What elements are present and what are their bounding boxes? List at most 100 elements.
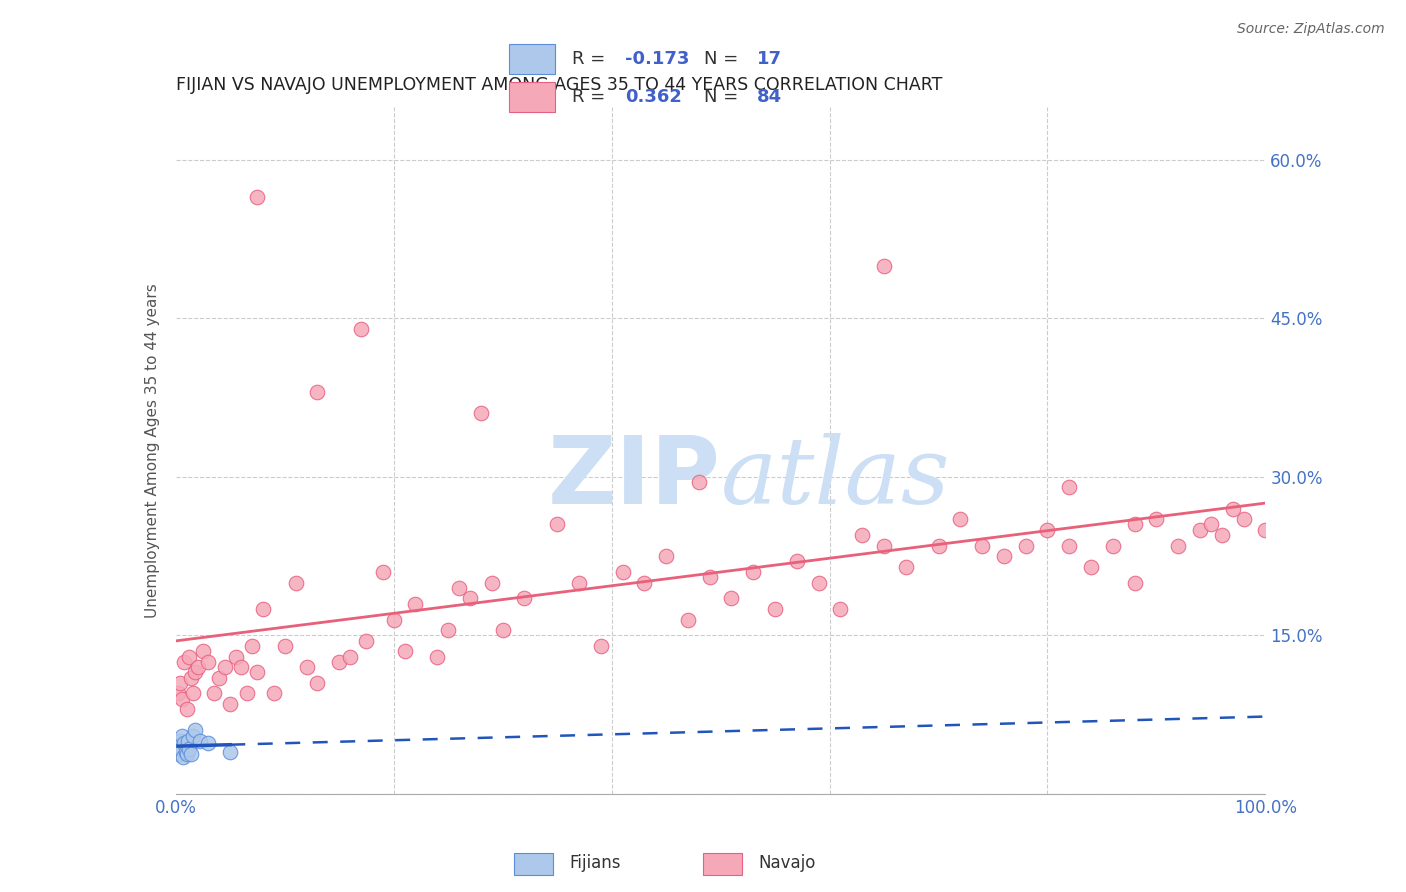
- Point: [763, 602, 786, 616]
- Point: [246, 190, 269, 204]
- Point: [851, 528, 873, 542]
- Point: [426, 649, 449, 664]
- Text: R =: R =: [572, 50, 610, 68]
- Point: [1222, 501, 1244, 516]
- Point: [1123, 575, 1146, 590]
- Point: [219, 745, 242, 759]
- Point: [184, 665, 207, 680]
- Point: [1144, 512, 1167, 526]
- Point: [1199, 517, 1222, 532]
- Point: [197, 736, 219, 750]
- Point: [240, 639, 263, 653]
- Point: [274, 639, 297, 653]
- Text: FIJIAN VS NAVAJO UNEMPLOYMENT AMONG AGES 35 TO 44 YEARS CORRELATION CHART: FIJIAN VS NAVAJO UNEMPLOYMENT AMONG AGES…: [176, 77, 942, 95]
- Point: [167, 739, 190, 754]
- Text: ZIP: ZIP: [548, 432, 721, 524]
- Point: [197, 655, 219, 669]
- Point: [612, 565, 634, 579]
- Point: [1057, 480, 1080, 494]
- Point: [219, 697, 242, 711]
- Y-axis label: Unemployment Among Ages 35 to 44 years: Unemployment Among Ages 35 to 44 years: [145, 283, 160, 618]
- Point: [202, 686, 225, 700]
- Point: [447, 581, 470, 595]
- Point: [263, 686, 285, 700]
- Point: [481, 575, 503, 590]
- Point: [225, 649, 247, 664]
- Point: [252, 602, 274, 616]
- Text: Navajo: Navajo: [758, 854, 815, 872]
- Point: [1167, 539, 1189, 553]
- Point: [188, 734, 211, 748]
- Point: [169, 676, 191, 690]
- Point: [307, 676, 329, 690]
- Point: [382, 613, 405, 627]
- Text: Source: ZipAtlas.com: Source: ZipAtlas.com: [1237, 22, 1385, 37]
- Text: 0.362: 0.362: [624, 87, 682, 105]
- Point: [328, 655, 350, 669]
- Point: [720, 591, 742, 606]
- Text: R =: R =: [572, 87, 610, 105]
- Point: [1123, 517, 1146, 532]
- Point: [1102, 539, 1125, 553]
- Text: atlas: atlas: [721, 433, 950, 523]
- Point: [1211, 528, 1233, 542]
- Point: [180, 671, 202, 685]
- Point: [807, 575, 830, 590]
- Point: [688, 475, 710, 490]
- Point: [1036, 523, 1059, 537]
- Point: [177, 742, 200, 756]
- Point: [167, 747, 190, 761]
- Point: [181, 686, 204, 700]
- Point: [742, 565, 765, 579]
- Point: [181, 729, 204, 743]
- Point: [437, 623, 460, 637]
- Point: [513, 591, 536, 606]
- FancyBboxPatch shape: [509, 82, 555, 112]
- Point: [339, 649, 361, 664]
- Text: -0.173: -0.173: [624, 50, 689, 68]
- Point: [676, 613, 699, 627]
- FancyBboxPatch shape: [703, 853, 742, 875]
- Point: [180, 747, 202, 761]
- Point: [170, 742, 193, 756]
- Text: Fijians: Fijians: [569, 854, 620, 872]
- Point: [568, 575, 591, 590]
- Point: [1232, 512, 1256, 526]
- Point: [172, 691, 194, 706]
- FancyBboxPatch shape: [509, 44, 555, 74]
- Point: [1057, 539, 1080, 553]
- Point: [176, 747, 198, 761]
- Point: [699, 570, 721, 584]
- Point: [172, 729, 194, 743]
- Point: [970, 539, 993, 553]
- Point: [993, 549, 1015, 563]
- Point: [405, 597, 427, 611]
- Point: [458, 591, 481, 606]
- Point: [177, 649, 200, 664]
- Point: [1015, 539, 1038, 553]
- Point: [1080, 559, 1102, 574]
- Point: [186, 660, 209, 674]
- Point: [1254, 523, 1277, 537]
- Point: [246, 665, 269, 680]
- Point: [176, 702, 198, 716]
- Point: [191, 644, 214, 658]
- Point: [231, 660, 253, 674]
- FancyBboxPatch shape: [515, 853, 554, 875]
- Point: [928, 539, 950, 553]
- Point: [295, 660, 318, 674]
- Point: [589, 639, 612, 653]
- Point: [174, 745, 197, 759]
- Point: [167, 686, 190, 700]
- Point: [307, 385, 329, 400]
- Point: [633, 575, 655, 590]
- Point: [350, 322, 373, 336]
- Point: [169, 734, 191, 748]
- Text: 17: 17: [756, 50, 782, 68]
- Point: [470, 407, 492, 421]
- Point: [1189, 523, 1212, 537]
- Point: [394, 644, 416, 658]
- Text: 84: 84: [756, 87, 782, 105]
- Point: [949, 512, 972, 526]
- Point: [492, 623, 515, 637]
